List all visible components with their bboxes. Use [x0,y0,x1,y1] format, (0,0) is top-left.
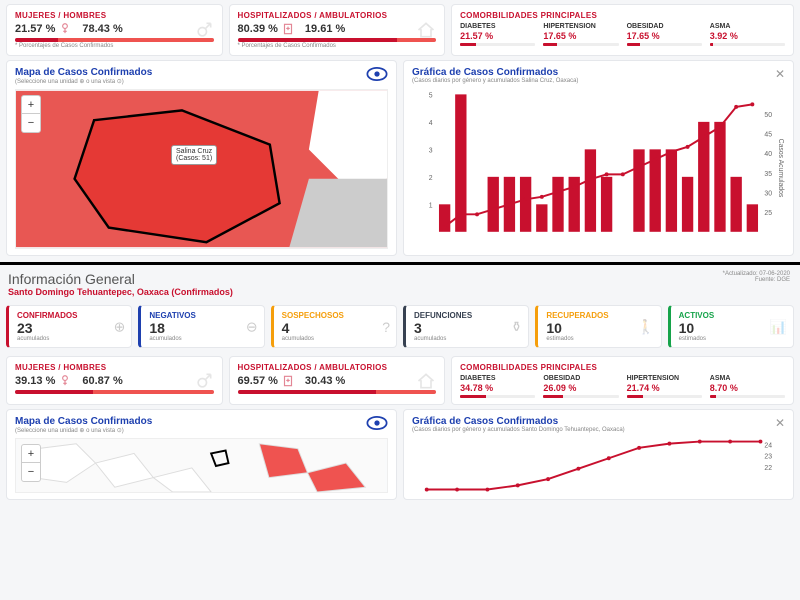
map-zoom[interactable]: +− [21,444,41,482]
svg-text:5: 5 [429,92,433,99]
map-panel: Mapa de Casos Confirmados (Seleccione un… [6,60,397,256]
svg-text:4: 4 [429,120,433,127]
map-zoom[interactable]: +− [21,95,41,133]
hospital-icon [281,374,295,388]
comorb-card: COMORBILIDADES PRINCIPALES DIABETES21.57… [451,4,794,56]
info-title: Información General [8,271,792,287]
female-icon [58,374,72,388]
bottom-substats-row: MUJERES / HOMBRES 39.13 % 60.87 % HOSPIT… [0,352,800,409]
chart-panel: Gráfica de Casos Confirmados (Casos diar… [403,60,794,256]
info-header: *Actualizado: 07-06-2020 Fuente: DGE Inf… [0,267,800,301]
female-value: 21.57 % [15,22,72,36]
bottom-panels-row: Mapa de Casos Confirmados (Seleccione un… [0,409,800,504]
top-stats-row: MUJERES / HOMBRES 21.57 % 78.43 % * Porc… [0,0,800,60]
hospital-icon [281,22,295,36]
svg-text:50: 50 [764,112,772,119]
svg-text:Casos Acumulados: Casos Acumulados [777,139,784,198]
svg-text:45: 45 [764,132,772,139]
svg-text:22: 22 [764,465,772,472]
comorb-item: ASMA8.70 % [710,375,785,398]
male-icon [194,20,214,40]
hosp-card-bottom: HOSPITALIZADOS / AMBULATORIOS 69.57 % 30… [229,356,446,405]
panel-title: Gráfica de Casos Confirmados [412,67,785,78]
comorb-card-bottom: COMORBILIDADES PRINCIPALES DIABETES34.78… [451,356,794,405]
female-icon [58,22,72,36]
map-panel-bottom: Mapa de Casos Confirmados (Seleccione un… [6,409,397,500]
comorb-item: ASMA3.92 % [710,23,785,46]
gender-card: MUJERES / HOMBRES 21.57 % 78.43 % * Porc… [6,4,223,56]
info-meta: *Actualizado: 07-06-2020 Fuente: DGE [723,271,790,283]
stat-box: ACTIVOS10estimados📊 [668,305,794,348]
chart-panel-bottom: Gráfica de Casos Confirmados (Casos diar… [403,409,794,500]
comorb-item: DIABETES34.78 % [460,375,535,398]
home-icon [416,371,436,391]
card-title: COMORBILIDADES PRINCIPALES [460,11,785,20]
male-icon [194,371,214,391]
svg-text:30: 30 [764,190,772,197]
map-area-bottom[interactable]: +− [15,438,388,493]
svg-text:3: 3 [429,147,433,154]
gender-bar [15,38,214,42]
stat-box: CONFIRMADOS23acumulados⊕ [6,305,132,348]
comorb-item: OBESIDAD17.65 % [627,23,702,46]
eye-icon[interactable] [366,67,388,81]
hosp-bar [238,38,437,42]
svg-text:40: 40 [764,151,772,158]
hosp-card: HOSPITALIZADOS / AMBULATORIOS 80.39 % 19… [229,4,446,56]
svg-text:23: 23 [764,454,772,461]
svg-text:35: 35 [764,171,772,178]
bottom-stats-row: CONFIRMADOS23acumulados⊕NEGATIVOS18acumu… [0,301,800,352]
comorb-item: HIPERTENSION21.74 % [627,375,702,398]
chart-area-bottom: 22 23 24 [412,437,785,492]
gender-card-bottom: MUJERES / HOMBRES 39.13 % 60.87 % [6,356,223,405]
hosp-value: 80.39 % [238,22,295,36]
stat-box: SOSPECHOSOS4acumulados? [271,305,397,348]
panel-sub: (Seleccione una unidad ⊕ o una vista ⊙) [15,78,388,85]
eye-icon[interactable] [366,416,388,430]
zoom-in-button[interactable]: + [22,96,40,114]
comorb-item: OBESIDAD26.09 % [543,375,618,398]
svg-text:1: 1 [429,202,433,209]
comorb-item: DIABETES21.57 % [460,23,535,46]
panel-title: Mapa de Casos Confirmados [15,67,388,78]
map-area[interactable]: +− Salina Cruz(Casos: 51) [15,89,388,249]
close-icon[interactable]: ✕ [775,416,785,430]
card-title: HOSPITALIZADOS / AMBULATORIOS [238,11,437,20]
dashboard: MUJERES / HOMBRES 21.57 % 78.43 % * Porc… [0,0,800,504]
stat-box: DEFUNCIONES3acumulados⚱ [403,305,529,348]
section-divider [0,262,800,265]
close-icon[interactable]: ✕ [775,67,785,81]
chart-area: 12345253035404550Casos Acumulados [412,88,785,248]
stat-box: NEGATIVOS18acumulados⊖ [138,305,264,348]
svg-text:25: 25 [764,210,772,217]
stat-box: RECUPERADOS10estimados🚶 [535,305,661,348]
info-subtitle: Santo Domingo Tehuantepec, Oaxaca (Confi… [8,287,792,297]
amb-value: 19.61 % [305,23,345,35]
zoom-out-button[interactable]: − [22,463,40,481]
comorb-item: HIPERTENSION17.65 % [543,23,618,46]
svg-text:24: 24 [764,442,772,449]
map-tooltip: Salina Cruz(Casos: 51) [171,145,217,165]
zoom-out-button[interactable]: − [22,114,40,132]
top-panels-row: Mapa de Casos Confirmados (Seleccione un… [0,60,800,260]
svg-text:2: 2 [429,175,433,182]
home-icon [416,20,436,40]
card-title: MUJERES / HOMBRES [15,11,214,20]
panel-sub: (Casos diarios por género y acumulados S… [412,78,785,84]
zoom-in-button[interactable]: + [22,445,40,463]
male-value: 78.43 % [82,23,122,35]
